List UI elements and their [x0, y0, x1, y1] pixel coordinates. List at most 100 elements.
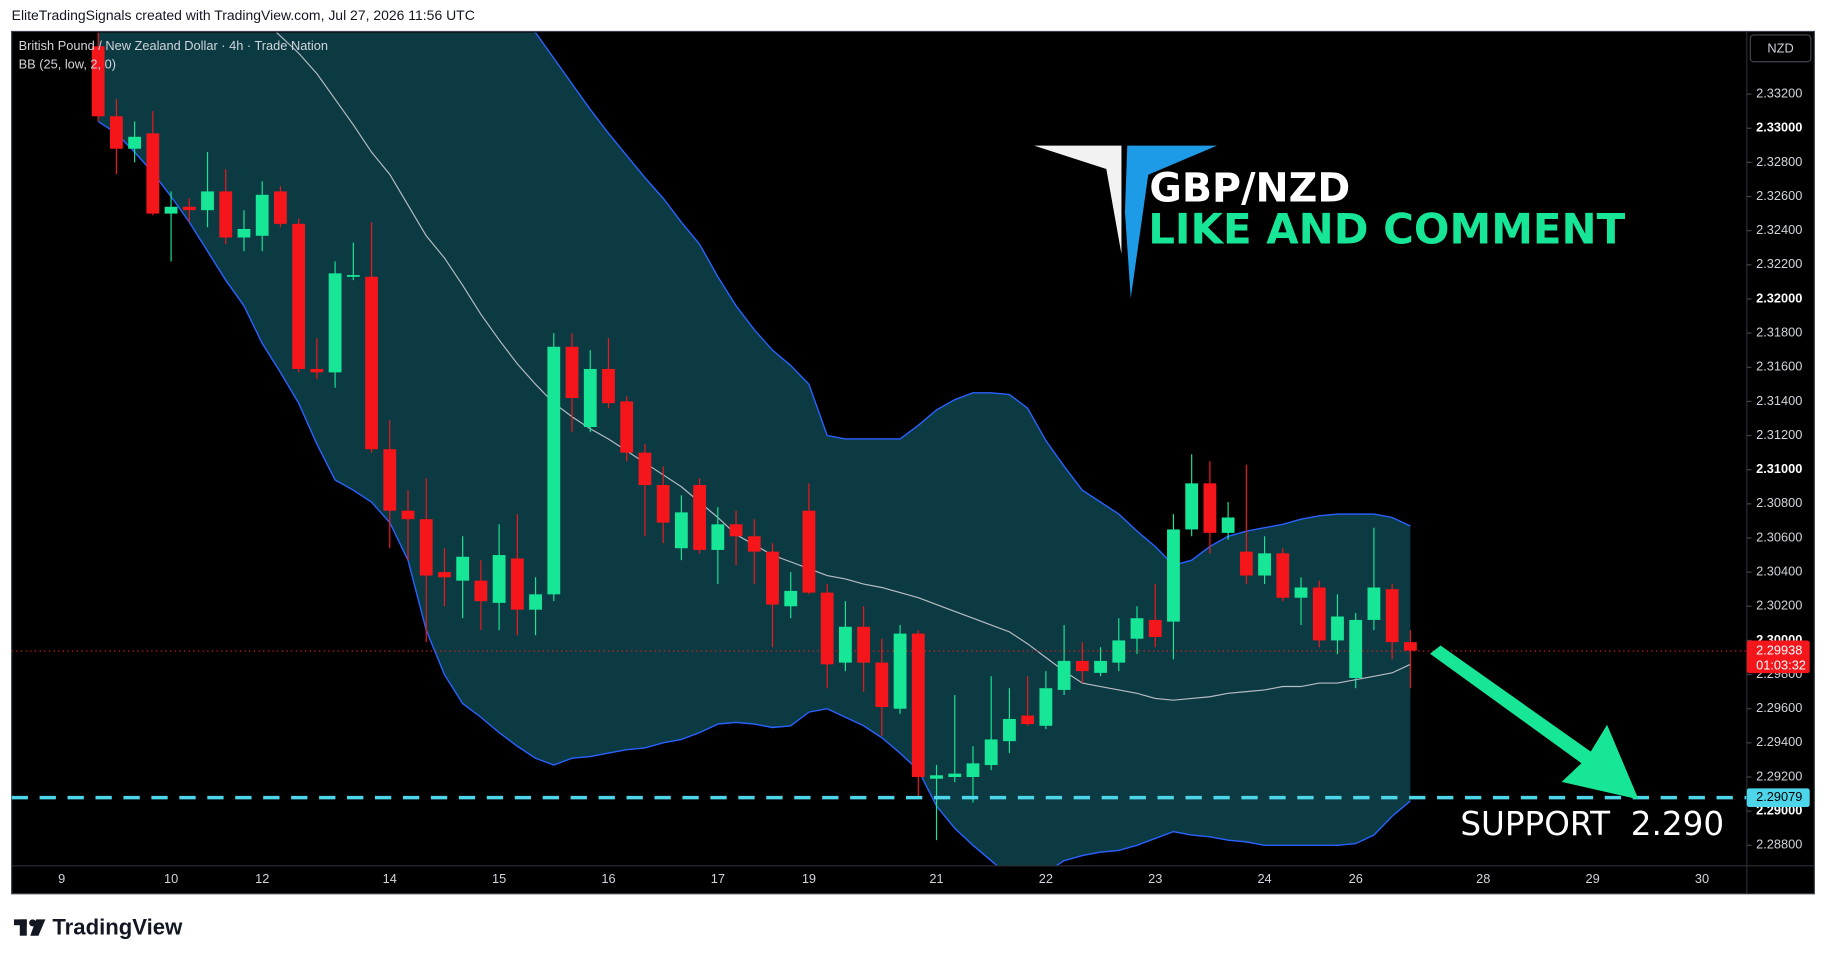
candle-body [146, 133, 160, 214]
y-tick-label: 2.31400 [1756, 393, 1802, 408]
x-tick-label: 15 [492, 871, 506, 886]
candle-body [346, 275, 360, 277]
candle-body [109, 116, 123, 149]
y-tick-label: 2.30200 [1756, 598, 1802, 613]
candle-body [292, 223, 306, 369]
candle-body [948, 773, 962, 778]
candle-body [602, 368, 615, 404]
x-tick-label: 21 [929, 871, 943, 886]
candle-body [182, 206, 196, 211]
currency-button[interactable] [1749, 34, 1812, 63]
candle-body [274, 191, 287, 224]
brand-name: TradingView [52, 915, 183, 940]
candle-body [1349, 619, 1363, 678]
candle-body [419, 519, 433, 576]
candle-body [1094, 660, 1107, 673]
support-annotation: SUPPORT 2.290 [1460, 805, 1724, 843]
candle-body [547, 346, 561, 595]
candle-body [438, 572, 451, 578]
candle-body [747, 536, 761, 552]
arrow [1430, 645, 1639, 800]
currency-label[interactable]: NZD [1767, 40, 1793, 55]
candle-body [1331, 616, 1344, 641]
x-tick-label: 30 [1695, 871, 1709, 886]
logo-part [30, 919, 46, 936]
candle-body [164, 206, 178, 214]
y-tick-label: 2.32800 [1756, 154, 1802, 169]
candle-body [766, 551, 779, 605]
y-tick-label: 2.32600 [1756, 188, 1802, 203]
candle-body [1276, 553, 1290, 598]
candle-body [1130, 618, 1144, 639]
candle-body [474, 580, 488, 602]
last-price-label: 2.29938 [1756, 642, 1802, 657]
plot-area [11, 32, 1747, 866]
candle-body [219, 191, 233, 238]
x-tick-label: 19 [802, 871, 816, 886]
y-tick-label: 2.29600 [1756, 700, 1802, 715]
candle-body [1312, 587, 1326, 641]
x-tick-label: 23 [1148, 871, 1162, 886]
candle-body [1112, 640, 1126, 663]
candle-body [383, 449, 397, 511]
pair-annotation: GBP/NZD [1149, 166, 1350, 212]
candle-body [638, 452, 652, 486]
band-upper [534, 32, 1411, 567]
y-tick-label: 2.28800 [1756, 837, 1802, 852]
axes: 2.288002.290002.292002.294002.296002.298… [58, 85, 1810, 886]
logo-white [1034, 145, 1122, 255]
candle-body [583, 368, 597, 428]
candle-body [1057, 660, 1071, 690]
y-tick-label: 2.31000 [1756, 461, 1802, 476]
candle-body [456, 556, 470, 581]
y-tick-label: 2.32000 [1756, 290, 1802, 305]
candle-body [984, 739, 998, 766]
x-tick-label: 12 [255, 871, 269, 886]
candle-body [911, 633, 925, 778]
y-tick-label: 2.31200 [1756, 427, 1802, 442]
candle-body [1203, 483, 1217, 533]
band-lower [97, 120, 1411, 866]
candle-body [838, 626, 852, 663]
x-tick-label: 26 [1349, 871, 1363, 886]
y-tick-label: 2.32400 [1756, 222, 1802, 237]
candle-body [1003, 718, 1016, 742]
candle-body [1148, 619, 1162, 638]
x-tick-label: 24 [1257, 871, 1271, 886]
candle-body [1167, 529, 1180, 622]
candle-body [693, 485, 707, 550]
x-tick-label: 16 [601, 871, 615, 886]
candle-body [820, 592, 834, 665]
candle-body [930, 775, 943, 779]
last-price-tag [1746, 640, 1810, 674]
y-tick-label: 2.31800 [1756, 324, 1802, 339]
logo-blue [1124, 145, 1217, 299]
support-tag [1746, 788, 1810, 807]
candle-body [1367, 587, 1381, 620]
y-tick-label: 2.30800 [1756, 495, 1802, 510]
candle-body [255, 194, 269, 236]
candle-body [128, 136, 142, 149]
countdown-label: 01:03:32 [1756, 658, 1806, 673]
candle-body [1294, 587, 1308, 598]
candle-body [857, 626, 871, 663]
candle-body [492, 555, 506, 603]
cta-annotation: LIKE AND COMMENT [1148, 204, 1625, 253]
y-tick-label: 2.32200 [1756, 256, 1802, 271]
y-tick-label: 2.33000 [1756, 120, 1802, 135]
candle-body [237, 228, 251, 238]
candle-body [802, 510, 816, 593]
x-tick-label: 17 [711, 871, 725, 886]
candle-body [510, 558, 524, 610]
candle-body [1385, 589, 1399, 643]
y-tick-label: 2.29200 [1756, 768, 1802, 783]
y-tick-label: 2.31600 [1756, 359, 1802, 374]
candle-body [893, 633, 907, 709]
x-tick-label: 10 [164, 871, 178, 886]
brand-logo [13, 919, 46, 936]
candle-body [1221, 517, 1235, 533]
candle-body [565, 346, 579, 398]
y-tick-label: 2.33200 [1756, 85, 1802, 100]
